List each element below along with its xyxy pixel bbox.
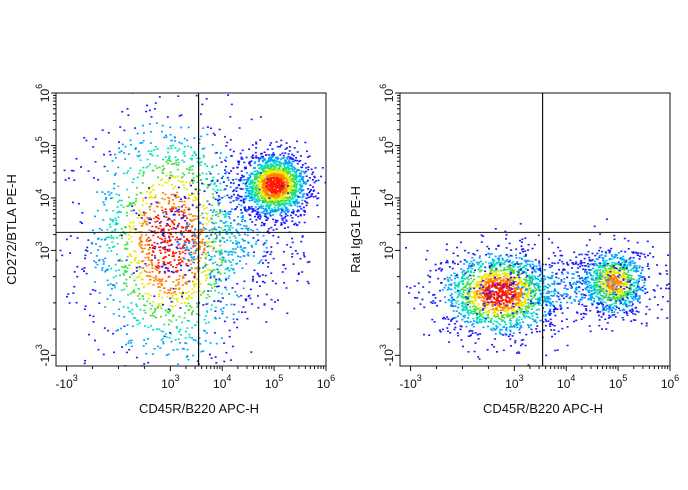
population-0 bbox=[56, 93, 306, 366]
x-tick-label: 104 bbox=[213, 373, 231, 391]
y-tick-label: 105 bbox=[378, 136, 396, 154]
x-tick-label: 106 bbox=[661, 373, 679, 391]
x-tick-label: 103 bbox=[161, 373, 179, 391]
x-tick-label: 104 bbox=[557, 373, 575, 391]
y-tick-label: 104 bbox=[378, 189, 396, 207]
plot-panel-btla: -103 103 104 105 106 -103 103 104 105 106 CD45R/B2… bbox=[4, 84, 335, 416]
x-tick-label: 105 bbox=[265, 373, 283, 391]
x-tick-label: 103 bbox=[505, 373, 523, 391]
plot-frame bbox=[399, 92, 671, 367]
x-axis-title: CD45R/B220 APC-H bbox=[483, 401, 603, 416]
y-tick-label: 105 bbox=[34, 136, 52, 154]
population-2 bbox=[72, 151, 312, 353]
population-1 bbox=[218, 139, 326, 240]
y-tick-label: 106 bbox=[378, 84, 396, 102]
population-2 bbox=[434, 234, 670, 341]
x-axis-title: CD45R/B220 APC-H bbox=[139, 401, 259, 416]
y-tick-label: 104 bbox=[34, 189, 52, 207]
y-axis-title: Rat IgG1 PE-H bbox=[348, 186, 363, 273]
y-axis-title: CD272/BTLA PE-H bbox=[4, 174, 19, 285]
y-tick-label: 103 bbox=[34, 241, 52, 259]
event-dots bbox=[56, 93, 326, 366]
population-0 bbox=[405, 223, 596, 366]
y-tick-label: 103 bbox=[378, 241, 396, 259]
plot-frame bbox=[55, 92, 327, 367]
x-tick-label: -103 bbox=[55, 373, 77, 391]
x-tick-label: -103 bbox=[399, 373, 421, 391]
y-tick-label: 106 bbox=[34, 84, 52, 102]
y-tick-label: -103 bbox=[34, 344, 52, 366]
y-tick-label: -103 bbox=[378, 344, 396, 366]
plot-panel-isotype: -103 103 104 105 106 -103 103 104 105 106 CD45R/B2… bbox=[348, 84, 679, 416]
x-tick-label: 105 bbox=[609, 373, 627, 391]
population-1 bbox=[563, 218, 670, 332]
event-dots bbox=[405, 218, 670, 366]
x-tick-label: 106 bbox=[317, 373, 335, 391]
